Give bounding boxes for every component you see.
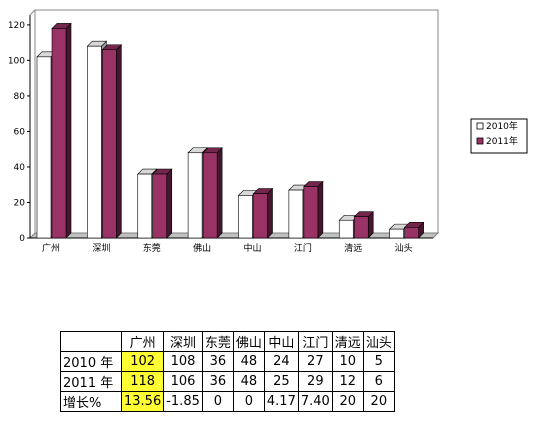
x-tick-label: 江门	[294, 242, 312, 254]
bar-2011	[403, 221, 425, 239]
table-cell: 12	[331, 371, 364, 392]
bar-2011	[303, 180, 324, 239]
legend-label: 2010年	[486, 120, 518, 132]
table-header-cell: 汕头	[362, 331, 395, 352]
table-header-cell: 清远	[331, 331, 364, 352]
table-cell: 4.17	[263, 391, 299, 412]
x-tick-label: 佛山	[193, 242, 211, 254]
x-tick-label: 汕头	[395, 243, 413, 254]
chart-y-ticks: 0 20 40 60 80 100 120	[8, 21, 30, 244]
bar-2011	[202, 147, 223, 239]
legend-swatch	[476, 122, 484, 130]
y-tick-label: 0	[19, 234, 25, 244]
table-cell: 106	[163, 371, 203, 392]
table-cell: 25	[263, 371, 299, 392]
table-cell: 20	[331, 391, 364, 412]
x-tick-label: 清远	[344, 242, 362, 254]
bar-2011	[353, 210, 374, 239]
table-cell: 36	[201, 371, 234, 392]
table-cell: 24	[263, 351, 299, 372]
bar-2011	[101, 44, 123, 239]
table-cell: 10	[331, 351, 364, 372]
table-header-cell: 中山	[263, 331, 299, 352]
y-tick-label: 40	[14, 163, 26, 173]
x-tick-label: 中山	[243, 242, 261, 254]
table-row-label: 2011 年	[60, 371, 122, 392]
table-row: 2010 年 102 108 36 48 24 27 10 5	[60, 351, 395, 372]
table-cell: 13.56	[120, 391, 165, 412]
table-cell: 102	[120, 351, 165, 372]
table-header-cell: 深圳	[163, 331, 203, 352]
x-tick-label: 深圳	[92, 243, 110, 254]
table-row-label: 增长%	[60, 391, 122, 412]
chart-bars	[36, 22, 425, 239]
table-cell: 29	[297, 371, 333, 392]
y-tick-label: 120	[8, 21, 25, 31]
table-cell: 48	[232, 351, 265, 372]
bar-2011	[252, 187, 274, 239]
bar-2011	[152, 168, 173, 239]
table-corner-cell	[60, 331, 122, 352]
table-cell: 0	[201, 391, 234, 412]
legend-swatch	[476, 137, 484, 145]
table-header-row: 广州 深圳 东莞 佛山 中山 江门 清远 汕头	[60, 331, 395, 352]
y-tick-label: 60	[14, 127, 26, 137]
table-cell: 6	[362, 371, 395, 392]
table-header-cell: 佛山	[232, 331, 265, 352]
data-table: 广州 深圳 东莞 佛山 中山 江门 清远 汕头 2010 年 102 108 36 48 24 27 10 5 2…	[60, 331, 395, 412]
table-row: 2011 年 118 106 36 48 25 29 12 6	[60, 371, 395, 392]
chart-x-labels: 广州 深圳 东莞 佛山 中山 江门 清远 汕头	[42, 242, 413, 254]
table-cell: 5	[362, 351, 395, 372]
legend-label: 2011年	[486, 135, 518, 147]
table-cell: 108	[163, 351, 203, 372]
x-tick-label: 广州	[42, 242, 60, 254]
bar-2011	[51, 22, 72, 239]
table-cell: -1.85	[163, 391, 203, 412]
y-tick-label: 80	[14, 92, 26, 102]
table-header-cell: 江门	[297, 331, 333, 352]
table-cell: 7.40	[297, 391, 333, 412]
y-tick-label: 20	[14, 198, 26, 208]
table-cell: 48	[232, 371, 265, 392]
table-cell: 0	[232, 391, 265, 412]
chart-legend: 2010年 2011年	[470, 118, 528, 154]
table-header-cell: 东莞	[201, 331, 234, 352]
table-cell: 20	[362, 391, 395, 412]
x-tick-label: 东莞	[143, 242, 161, 254]
table-row: 增长% 13.56 -1.85 0 0 4.17 7.40 20 20	[60, 391, 395, 412]
y-tick-label: 100	[8, 56, 25, 66]
table-header-cell: 广州	[120, 331, 165, 352]
table-cell: 118	[120, 371, 165, 392]
table-row-label: 2010 年	[60, 351, 122, 372]
table-cell: 27	[297, 351, 333, 372]
table-cell: 36	[201, 351, 234, 372]
